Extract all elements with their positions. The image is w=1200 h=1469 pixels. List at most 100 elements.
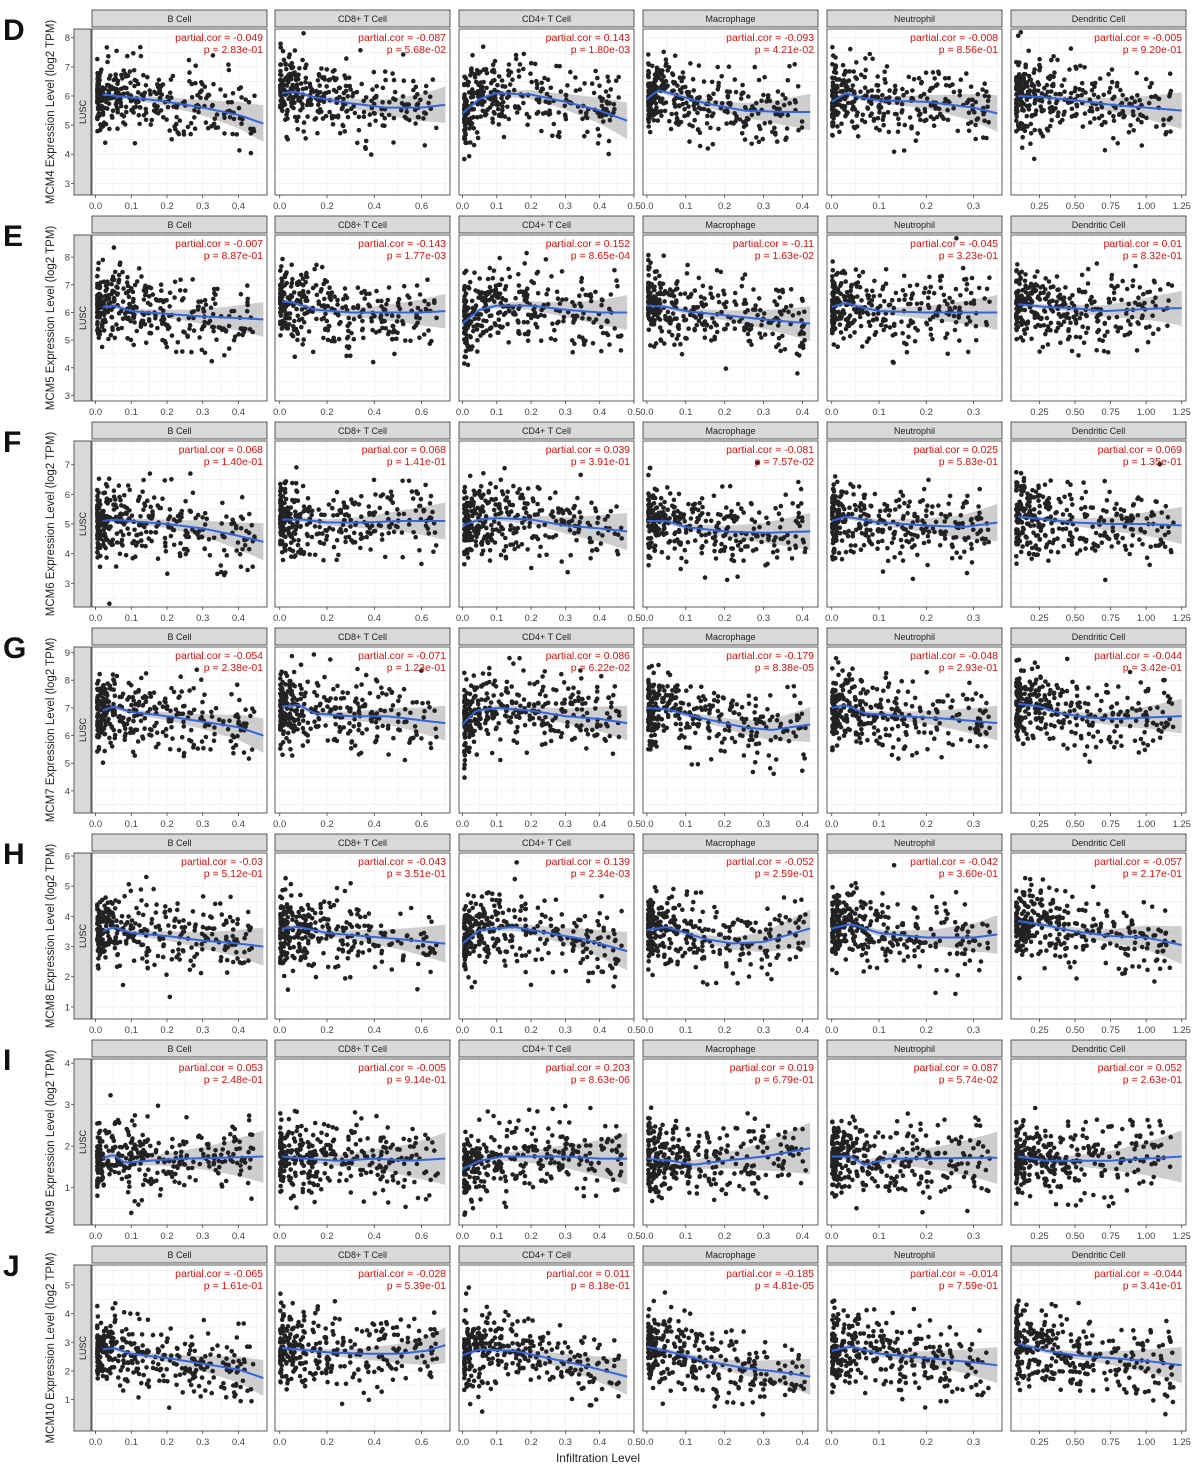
- data-point: [384, 510, 390, 516]
- data-point: [1069, 348, 1075, 354]
- data-point: [550, 133, 555, 139]
- data-point: [690, 76, 696, 82]
- data-point: [799, 119, 805, 124]
- data-point: [756, 296, 762, 301]
- data-point: [595, 75, 600, 81]
- data-point: [301, 129, 307, 134]
- data-point: [1111, 296, 1117, 302]
- data-point: [1032, 100, 1037, 106]
- data-point: [967, 319, 973, 324]
- data-point: [837, 322, 843, 327]
- data-point: [284, 270, 289, 275]
- data-point: [167, 514, 173, 519]
- y-tick-label: 7: [65, 460, 70, 471]
- data-point: [780, 333, 785, 339]
- data-point: [207, 318, 213, 324]
- data-point: [290, 480, 295, 486]
- data-point: [1118, 87, 1123, 93]
- data-point: [475, 322, 481, 328]
- data-point: [178, 277, 183, 283]
- data-point: [102, 140, 108, 146]
- data-point: [836, 289, 841, 295]
- data-point: [341, 90, 347, 96]
- data-point: [945, 351, 950, 357]
- data-point: [347, 83, 353, 89]
- data-point: [972, 110, 977, 115]
- data-point: [1033, 324, 1038, 330]
- data-point: [591, 90, 597, 96]
- data-point: [346, 513, 352, 519]
- data-point: [351, 316, 357, 322]
- facet-title: B Cell: [167, 220, 191, 230]
- data-point: [462, 156, 467, 162]
- data-point: [288, 100, 294, 105]
- data-point: [370, 87, 375, 92]
- data-point: [484, 328, 489, 334]
- data-point: [721, 327, 727, 332]
- data-point: [392, 351, 397, 357]
- data-point: [115, 110, 120, 115]
- data-point: [1109, 67, 1115, 72]
- data-point: [326, 89, 332, 95]
- data-point: [314, 316, 319, 322]
- data-point: [864, 339, 870, 345]
- data-point: [1101, 92, 1107, 98]
- data-point: [1128, 123, 1133, 128]
- data-point: [134, 328, 140, 334]
- data-point: [535, 269, 541, 275]
- data-point: [608, 87, 614, 92]
- data-point: [968, 290, 974, 296]
- data-point: [201, 306, 206, 312]
- data-point: [839, 270, 844, 276]
- data-point: [869, 101, 874, 106]
- data-point: [1091, 92, 1097, 98]
- y-axis-title: MCM5 Expression Level (log2 TPM): [45, 226, 57, 411]
- data-point: [297, 291, 302, 296]
- data-point: [102, 490, 108, 496]
- data-point: [543, 110, 548, 115]
- partial-cor-label: partial.cor = 0.152: [546, 238, 631, 250]
- data-point: [710, 141, 716, 147]
- data-point: [114, 284, 119, 290]
- data-point: [678, 341, 683, 347]
- data-point: [112, 86, 117, 91]
- data-point: [291, 105, 296, 111]
- data-point: [833, 108, 838, 114]
- data-point: [1150, 313, 1155, 319]
- data-point: [174, 114, 179, 120]
- partial-cor-label: partial.cor = -0.007: [175, 238, 263, 250]
- data-point: [725, 93, 731, 99]
- data-point: [413, 121, 418, 126]
- data-point: [1079, 272, 1085, 278]
- data-point: [110, 288, 115, 294]
- data-point: [1052, 70, 1057, 75]
- data-point: [741, 90, 746, 96]
- data-point: [423, 482, 428, 488]
- data-point: [557, 301, 563, 306]
- data-point: [838, 330, 844, 335]
- data-point: [938, 285, 944, 291]
- data-point: [848, 293, 853, 298]
- data-point: [957, 93, 963, 98]
- data-point: [665, 68, 670, 73]
- data-point: [434, 125, 439, 131]
- data-point: [245, 567, 250, 573]
- data-point: [692, 288, 698, 293]
- data-point: [382, 115, 388, 121]
- x-tick-label: 1.25: [1172, 407, 1191, 418]
- data-point: [164, 298, 169, 303]
- data-point: [211, 81, 216, 87]
- data-point: [672, 80, 678, 85]
- data-point: [986, 120, 991, 125]
- data-point: [503, 297, 509, 303]
- data-point: [846, 323, 852, 329]
- data-point: [556, 110, 562, 115]
- data-point: [315, 108, 321, 114]
- data-point: [705, 146, 711, 151]
- data-point: [1102, 147, 1108, 153]
- data-point: [502, 84, 508, 89]
- x-tick-label: 0.0: [89, 613, 102, 624]
- data-point: [349, 497, 354, 502]
- data-point: [114, 531, 120, 536]
- data-point: [485, 291, 490, 297]
